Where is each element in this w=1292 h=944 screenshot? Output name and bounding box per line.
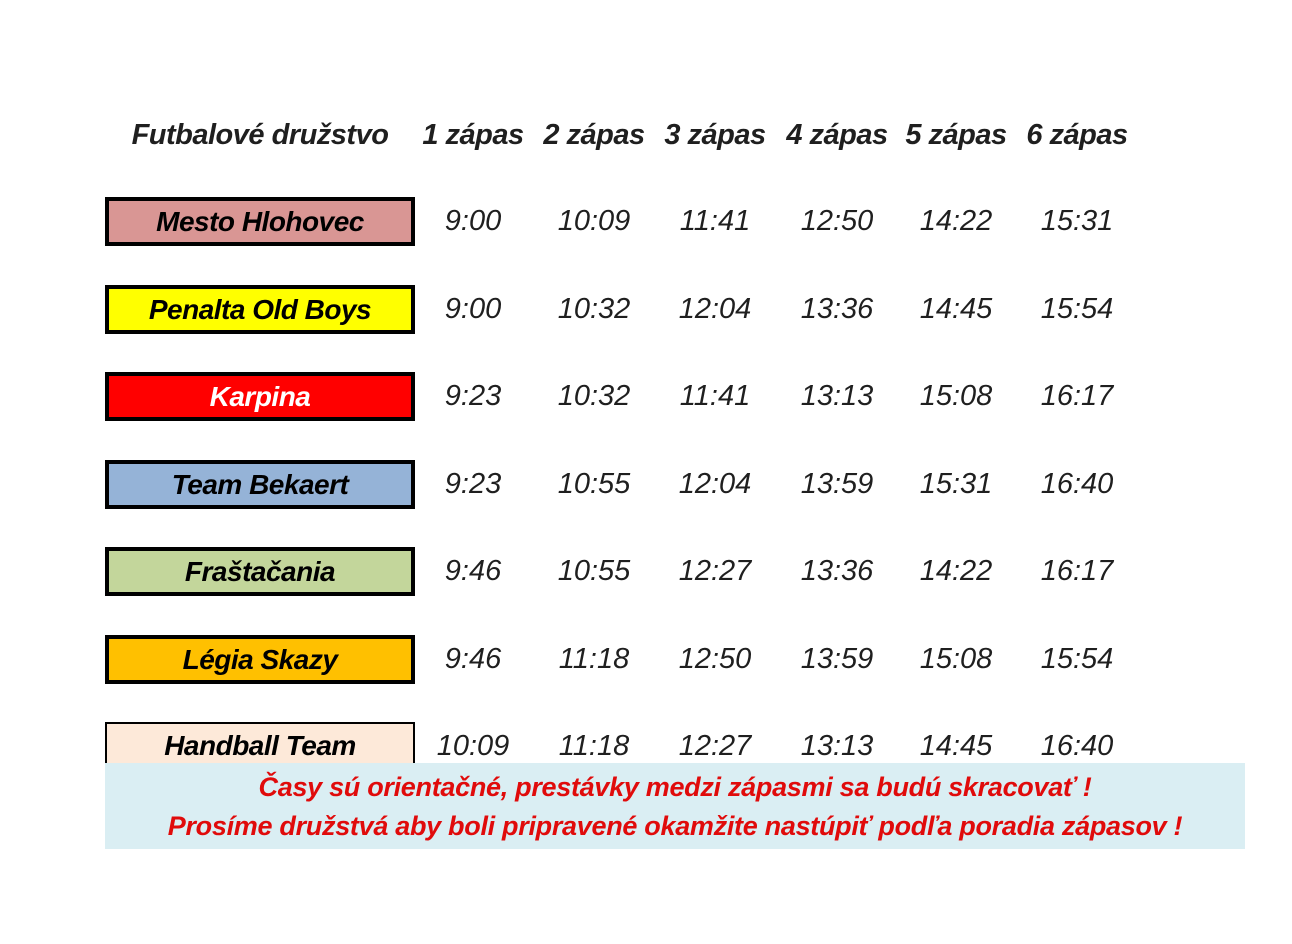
- team-name: Karpina: [209, 380, 311, 412]
- match-time: 10:09: [557, 205, 631, 237]
- match-time: 16:40: [1040, 730, 1114, 762]
- team-label-box: Penalta Old Boys: [105, 285, 415, 334]
- match-time: 13:13: [800, 730, 874, 762]
- column-header-match-3: 3 zápas: [664, 119, 766, 151]
- team-label-box: Karpina: [105, 372, 415, 421]
- match-time: 13:59: [800, 468, 874, 500]
- match-time: 9:46: [444, 555, 502, 587]
- match-time: 14:45: [919, 293, 993, 325]
- match-time: 9:23: [444, 468, 502, 500]
- team-name: Handball Team: [164, 729, 356, 761]
- team-name: Penalta Old Boys: [148, 293, 372, 325]
- team-label-box: Légia Skazy: [105, 635, 415, 684]
- team-row: Mesto Hlohovec 9:00 10:09 11:41 12:50 14…: [0, 197, 1292, 246]
- match-time: 10:09: [436, 730, 510, 762]
- match-time: 16:40: [1040, 468, 1114, 500]
- match-time: 9:00: [444, 205, 502, 237]
- team-name: Mesto Hlohovec: [156, 205, 364, 237]
- team-row: Team Bekaert 9:23 10:55 12:04 13:59 15:3…: [0, 460, 1292, 509]
- match-time: 15:54: [1040, 643, 1114, 675]
- column-header-match-1: 1 zápas: [422, 119, 524, 151]
- column-header-match-2: 2 zápas: [543, 119, 645, 151]
- team-label-box: Handball Team: [105, 722, 415, 769]
- column-header-match-5: 5 zápas: [905, 119, 1007, 151]
- team-name: Team Bekaert: [171, 468, 349, 500]
- match-time: 13:59: [800, 643, 874, 675]
- team-name: Fraštačania: [184, 555, 336, 587]
- match-time: 11:41: [679, 380, 751, 412]
- match-time: 13:36: [800, 293, 874, 325]
- match-time: 9:46: [444, 643, 502, 675]
- match-time: 10:55: [557, 468, 631, 500]
- notice-line-1: Časy sú orientačné, prestávky medzi zápa…: [258, 771, 1092, 802]
- match-time: 13:13: [800, 380, 874, 412]
- match-time: 15:31: [1040, 205, 1114, 237]
- match-time: 10:55: [557, 555, 631, 587]
- match-time: 15:31: [919, 468, 993, 500]
- match-time: 14:22: [919, 205, 993, 237]
- column-header-match-6: 6 zápas: [1026, 119, 1128, 151]
- match-time: 13:36: [800, 555, 874, 587]
- match-time: 15:08: [919, 643, 993, 675]
- match-time: 12:27: [678, 555, 752, 587]
- match-time: 14:45: [919, 730, 993, 762]
- table-header: Futbalové družstvo 1 zápas 2 zápas 3 záp…: [0, 112, 1292, 158]
- match-time: 12:50: [800, 205, 874, 237]
- team-row: Karpina 9:23 10:32 11:41 13:13 15:08 16:…: [0, 372, 1292, 421]
- notice-line-2: Prosíme družstvá aby boli pripravené oka…: [167, 810, 1183, 841]
- match-time: 9:00: [444, 293, 502, 325]
- match-time: 12:50: [678, 643, 752, 675]
- match-time: 14:22: [919, 555, 993, 587]
- match-time: 12:04: [678, 468, 752, 500]
- team-label-box: Mesto Hlohovec: [105, 197, 415, 246]
- team-label-box: Team Bekaert: [105, 460, 415, 509]
- column-header-match-4: 4 zápas: [786, 119, 888, 151]
- column-header-team: Futbalové družstvo: [131, 119, 389, 151]
- team-row: Handball Team 10:09 11:18 12:27 13:13 14…: [0, 722, 1292, 771]
- match-time: 15:08: [919, 380, 993, 412]
- match-time: 12:04: [678, 293, 752, 325]
- team-name: Légia Skazy: [182, 643, 338, 675]
- team-row: Penalta Old Boys 9:00 10:32 12:04 13:36 …: [0, 285, 1292, 334]
- match-time: 11:18: [558, 730, 630, 762]
- team-row: Fraštačania 9:46 10:55 12:27 13:36 14:22…: [0, 547, 1292, 596]
- match-time: 12:27: [678, 730, 752, 762]
- match-time: 9:23: [444, 380, 502, 412]
- match-time: 11:41: [679, 205, 751, 237]
- match-time: 15:54: [1040, 293, 1114, 325]
- notice-banner: Časy sú orientačné, prestávky medzi zápa…: [105, 763, 1245, 849]
- match-time: 10:32: [557, 293, 631, 325]
- team-row: Légia Skazy 9:46 11:18 12:50 13:59 15:08…: [0, 635, 1292, 684]
- match-time: 16:17: [1040, 380, 1114, 412]
- team-label-box: Fraštačania: [105, 547, 415, 596]
- match-time: 10:32: [557, 380, 631, 412]
- match-time: 11:18: [558, 643, 630, 675]
- match-time: 16:17: [1040, 555, 1114, 587]
